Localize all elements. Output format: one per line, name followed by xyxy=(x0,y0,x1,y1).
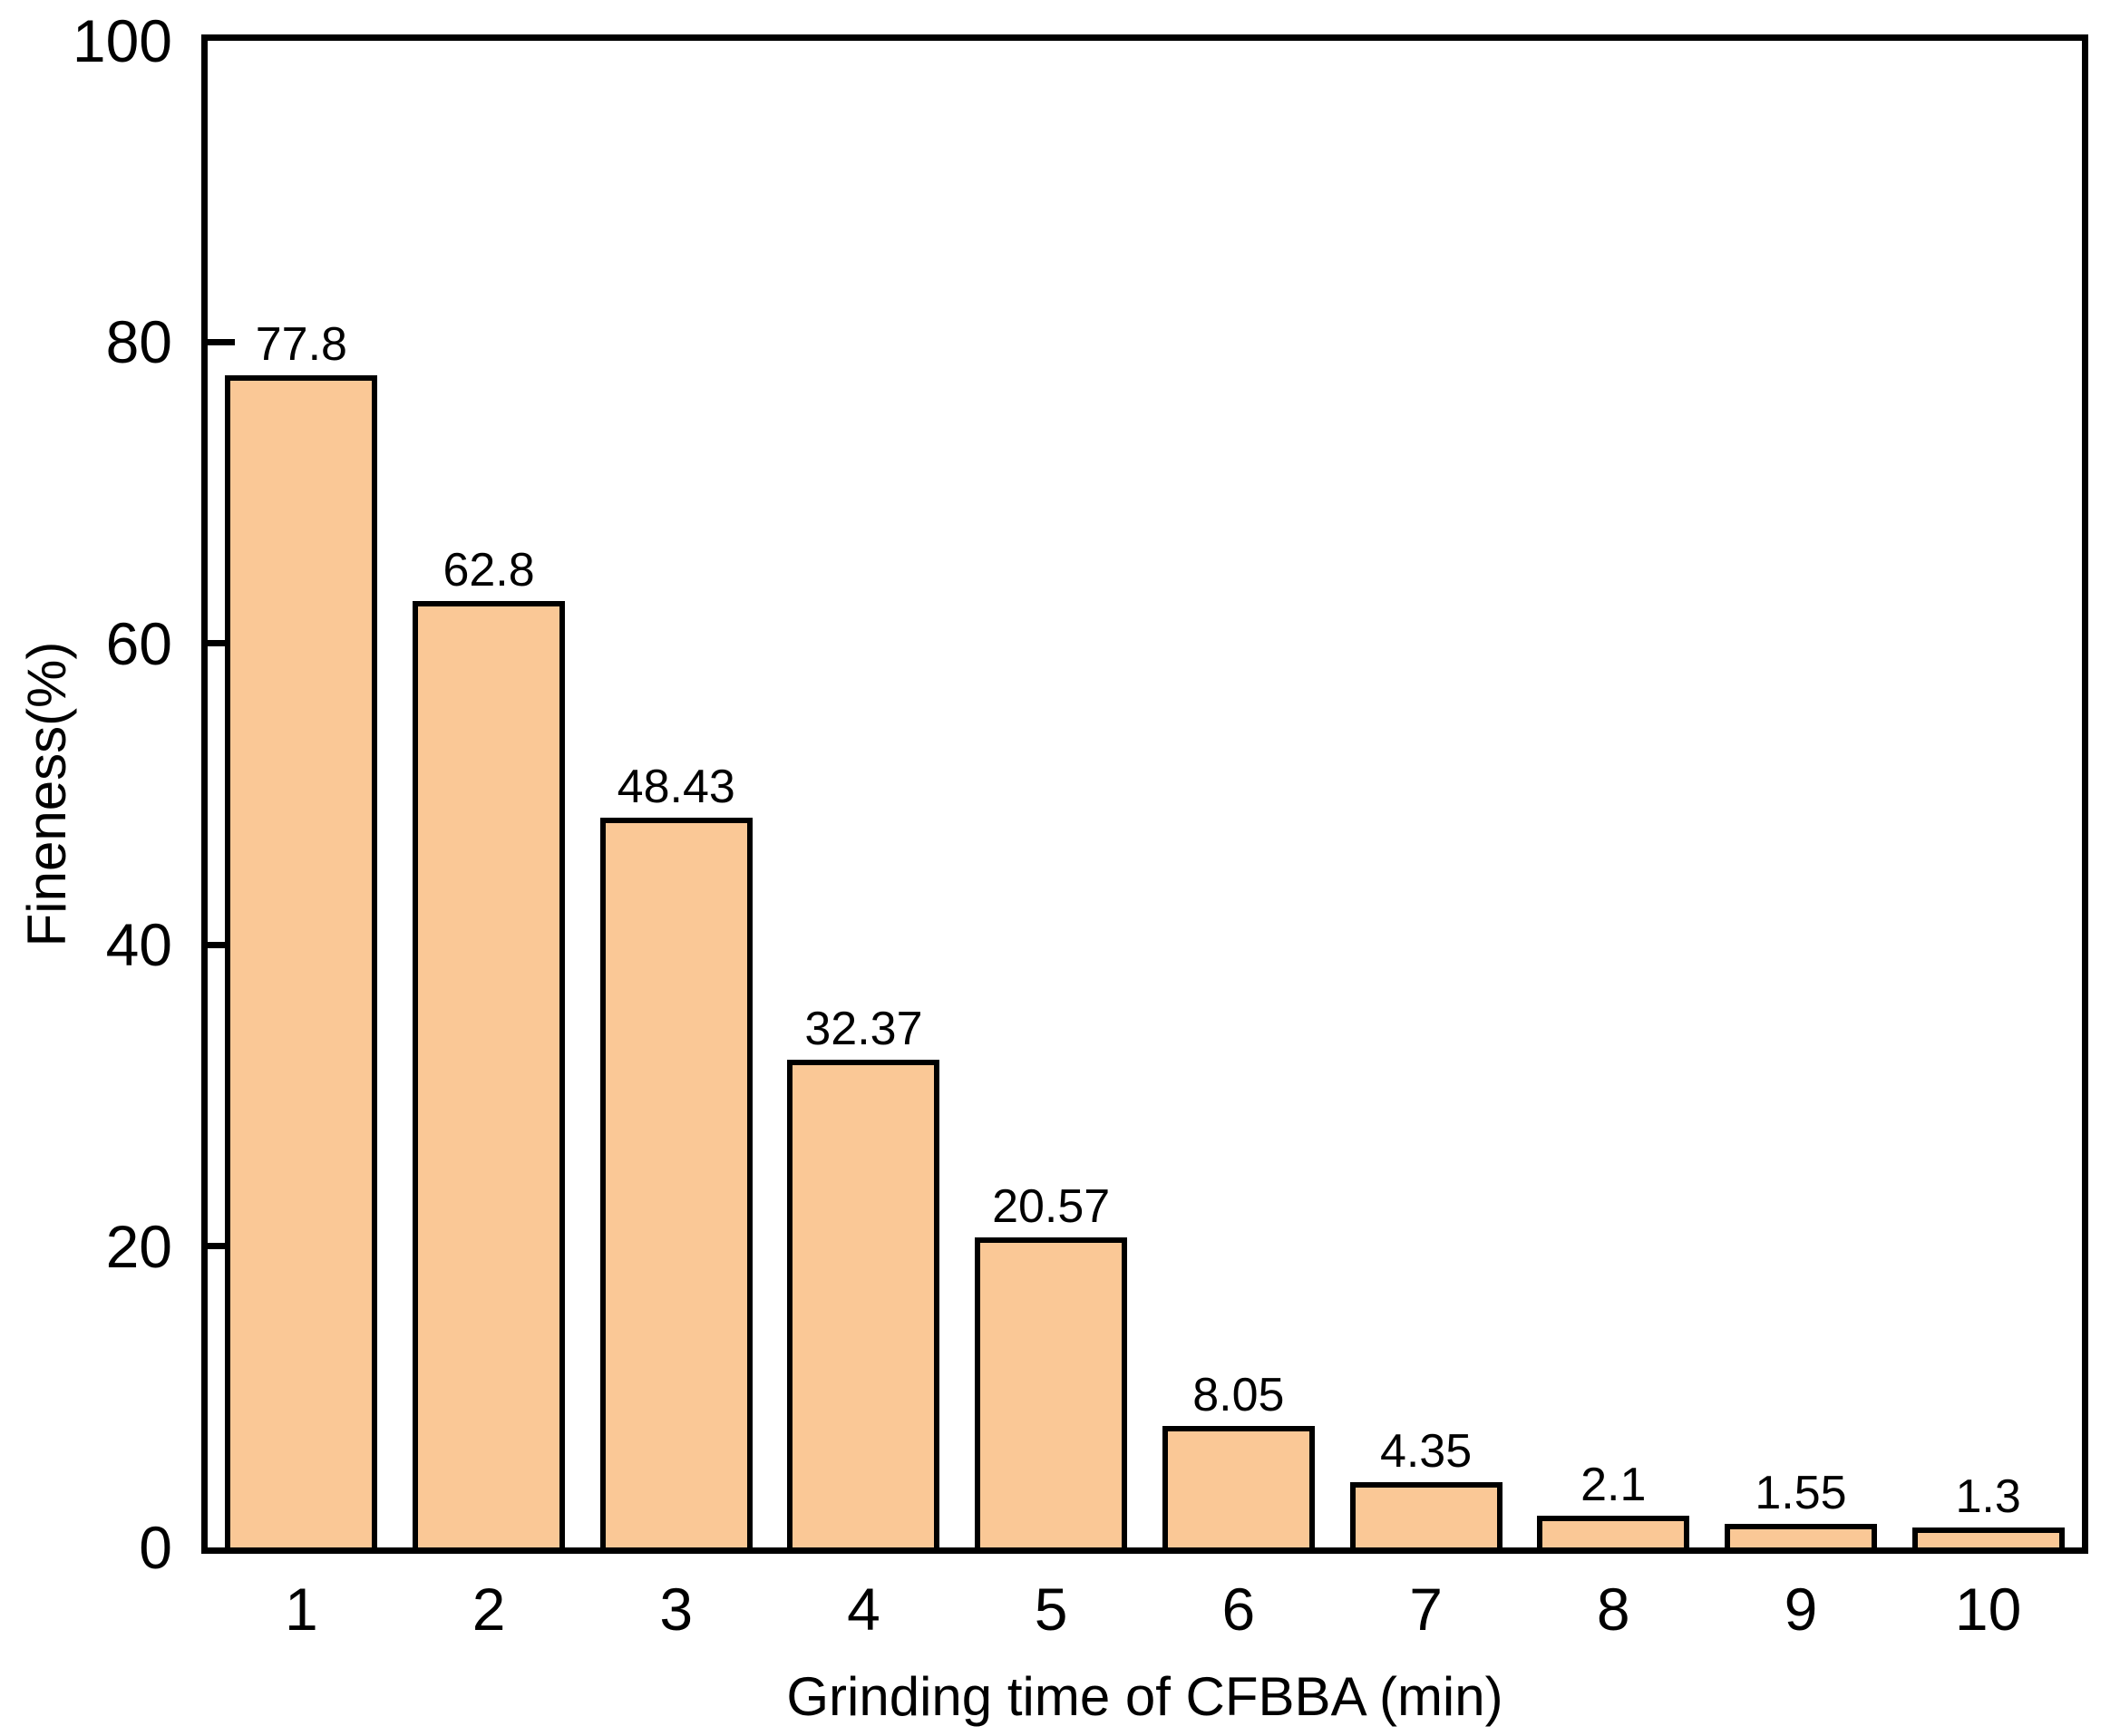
bar-value-label: 62.8 xyxy=(442,544,535,597)
bar-value-label: 4.35 xyxy=(1379,1424,1473,1478)
y-axis-title: Fineness(%) xyxy=(16,641,77,947)
y-axis-tick xyxy=(208,941,235,948)
x-tick-label: 6 xyxy=(1221,1576,1256,1643)
x-tick-label: 5 xyxy=(1034,1576,1068,1643)
x-tick-label: 10 xyxy=(1954,1576,2022,1643)
bar xyxy=(1537,1516,1690,1547)
bar-value-label: 1.55 xyxy=(1755,1467,1847,1520)
y-tick-label: 40 xyxy=(105,911,172,979)
bar-value-label: 2.1 xyxy=(1580,1459,1647,1512)
x-tick-label: 8 xyxy=(1596,1576,1630,1643)
bar xyxy=(599,818,753,1547)
x-axis-title: Grinding time of CFBBA (min) xyxy=(786,1666,1503,1727)
bar xyxy=(1724,1524,1877,1547)
bar xyxy=(975,1237,1128,1547)
bar-value-label: 1.3 xyxy=(1955,1470,2021,1524)
bar xyxy=(413,601,566,1547)
y-tick-label: 20 xyxy=(105,1212,172,1280)
x-tick-label: 4 xyxy=(847,1576,880,1643)
bar-value-label: 48.43 xyxy=(617,761,735,814)
x-tick-label: 2 xyxy=(472,1576,506,1643)
x-tick-label: 9 xyxy=(1784,1576,1818,1643)
y-tick-label: 80 xyxy=(105,308,172,376)
y-tick-label: 0 xyxy=(139,1514,172,1581)
bar xyxy=(1911,1527,2065,1547)
bar xyxy=(1162,1426,1315,1547)
x-tick-label: 3 xyxy=(659,1576,694,1643)
bar xyxy=(225,374,378,1547)
x-tick-label: 1 xyxy=(284,1576,318,1643)
bar-value-label: 20.57 xyxy=(992,1180,1111,1234)
y-tick-label: 100 xyxy=(72,7,172,74)
bar xyxy=(787,1060,940,1547)
y-axis-tick xyxy=(208,338,235,345)
y-axis-tick xyxy=(208,1243,235,1250)
bar-value-label: 8.05 xyxy=(1192,1369,1285,1422)
x-tick-label: 7 xyxy=(1409,1576,1443,1643)
plot-area: 77.8 62.8 48.43 32.37 20.57 8.05 4.35 2.1 1.55 1.… xyxy=(201,34,2088,1554)
y-tick-label: 60 xyxy=(105,609,172,677)
bar-value-label: 32.37 xyxy=(804,1003,923,1056)
bar xyxy=(1349,1481,1502,1547)
bar-value-label: 77.8 xyxy=(255,317,347,371)
y-axis-tick xyxy=(208,640,235,647)
